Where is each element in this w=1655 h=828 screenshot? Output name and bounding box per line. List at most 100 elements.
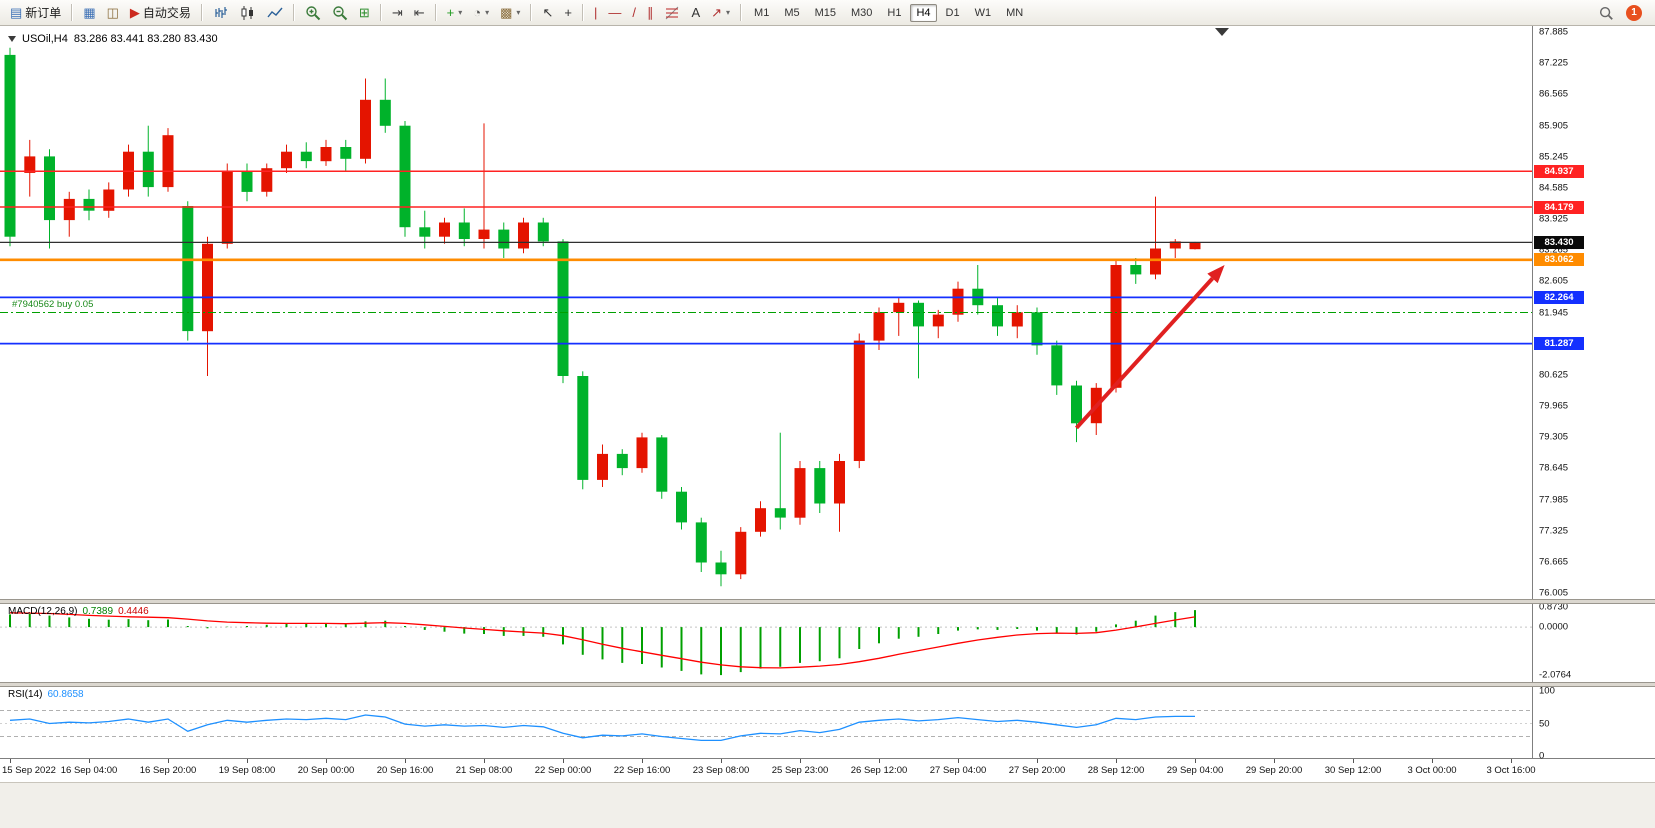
price-tick-label: 76.005 [1539,587,1569,599]
time-tick [168,759,169,763]
chevron-down-icon [8,36,16,42]
time-label: 23 Sep 08:00 [692,765,750,776]
time-tick [89,759,90,763]
timeframe-h1-button[interactable]: H1 [887,6,902,19]
price-tick-label: 77.325 [1539,525,1569,537]
search-button[interactable] [1593,1,1619,24]
time-label: 21 Sep 08:00 [455,765,513,776]
indicators-button[interactable]: + ▾ [442,1,468,24]
timeframe-m5-button[interactable]: M5 [784,6,800,19]
timeframe-w1-button[interactable]: W1 [974,6,992,19]
macd-signal-value: 0.4446 [118,606,149,617]
timeframe-m30-button[interactable]: M30 [851,6,873,19]
toolbar-separator [71,4,74,21]
horizontal-line-button[interactable]: — [603,1,626,24]
depth-of-market-button[interactable]: ◫ [102,1,124,24]
arrows-tool-button[interactable]: ↗ ▾ [706,1,735,24]
time-tick [1195,759,1196,763]
time-label: 15 Sep 2022 [2,765,56,776]
templates-button[interactable]: ▩ ▾ [495,1,525,24]
chart-quote-header: USOil,H4 83.286 83.441 83.280 83.430 [8,33,218,45]
time-label: 30 Sep 12:00 [1324,765,1382,776]
auto-scroll-icon: ⇥ [391,5,403,20]
macd-tick-label: 0.0000 [1539,621,1569,633]
autotrading-button[interactable]: ▶ 自动交易 [125,1,196,24]
rsi-value: 60.8658 [47,689,84,700]
time-tick [326,759,327,763]
price-tick-label: 86.565 [1539,88,1569,100]
price-tick-label: 85.905 [1539,120,1569,131]
price-tick-label: 83.925 [1539,213,1569,225]
time-tick [642,759,643,763]
time-label: 29 Sep 04:00 [1166,765,1224,776]
price-tick-label: 79.965 [1539,400,1569,412]
vertical-line-button[interactable]: | [589,1,602,24]
cursor-button[interactable]: ↖ [537,1,558,24]
candlestick-chart-type-button[interactable] [235,1,261,24]
price-axis[interactable]: 87.885 87.225 86.565 85.905 85.245 84.585 83.9… [1532,26,1655,762]
channel-button[interactable]: ∥ [642,1,659,24]
chevron-down-icon: ▾ [726,8,731,17]
chart-shift-icon: ⇤ [413,5,425,20]
indicators-icon: + [446,5,455,20]
macd-tick-label: 0.8730 [1539,601,1569,613]
trend-arrow-head-icon [1207,265,1225,284]
trendline-button[interactable]: / [627,1,641,24]
tile-windows-button[interactable]: ⊞ [354,1,375,24]
timeframe-h4-button[interactable]: H4 [910,3,937,22]
time-label: 3 Oct 00:00 [1407,765,1457,776]
price-badge-83.062: 83.062 [1534,253,1584,267]
auto-scroll-button[interactable]: ⇥ [387,1,408,24]
time-label: 20 Sep 16:00 [376,765,434,776]
price-badge-84.937: 84.937 [1534,164,1584,178]
time-axis[interactable]: 15 Sep 2022 16 Sep 04:00 16 Sep 20:00 19 Se… [0,758,1655,782]
trend-arrow-line[interactable] [1075,277,1214,430]
price-tick-label: 87.225 [1539,57,1569,69]
timeframe-mn-button[interactable]: MN [1006,6,1024,19]
timeframe-m1-button[interactable]: M1 [754,6,770,19]
toolbar-separator [740,4,743,21]
time-label: 28 Sep 12:00 [1087,765,1145,776]
charts-window-button[interactable]: ▦ [78,1,100,24]
search-icon [1598,5,1614,21]
zoom-out-icon [332,5,348,21]
rsi-tick-label: 100 [1539,685,1555,697]
chart-shift-marker-icon[interactable] [1215,28,1229,36]
time-label: 22 Sep 00:00 [534,765,592,776]
timeframe-d1-button[interactable]: D1 [945,6,960,19]
macd-main-value: 0.7389 [82,606,114,617]
price-chart[interactable] [0,26,1532,600]
chevron-down-icon: ▾ [516,8,521,17]
text-label-button[interactable]: A [686,1,705,24]
bar-chart-type-button[interactable] [208,1,234,24]
toolbar-separator [530,4,533,21]
time-label: 19 Sep 08:00 [218,765,276,776]
fibonacci-button[interactable] [659,1,685,24]
chart-shift-button[interactable]: ⇤ [409,1,430,24]
channel-icon: ∥ [646,5,654,20]
new-order-button[interactable]: ▤ 新订单 [5,1,66,24]
time-tick [1274,759,1275,763]
timeframe-m15-button[interactable]: M15 [814,6,837,19]
bar-chart-type-icon [213,5,229,21]
crosshair-button[interactable]: + [559,1,577,24]
rsi-panel[interactable] [0,686,1532,758]
fibonacci-icon [664,5,680,21]
panel-divider-macd[interactable] [0,599,1655,604]
zoom-out-button[interactable] [327,1,353,24]
periods-button[interactable]: ◔ ▾ [468,1,494,24]
macd-panel[interactable] [0,603,1532,683]
zoom-in-button[interactable] [300,1,326,24]
toolbar-separator [434,4,437,21]
notification-badge[interactable]: 1 [1626,4,1642,21]
price-tick-label: 80.625 [1539,369,1569,381]
line-chart-type-icon [267,5,283,21]
trendline-icon: / [632,5,636,20]
toolbar-separator [200,4,203,21]
time-label: 25 Sep 23:00 [771,765,829,776]
panel-divider-rsi[interactable] [0,682,1655,687]
price-tick-label: 76.665 [1539,556,1569,568]
line-chart-type-button[interactable] [262,1,288,24]
price-tick-label: 83.265 [1539,244,1569,256]
chevron-down-icon: ▾ [458,8,463,17]
